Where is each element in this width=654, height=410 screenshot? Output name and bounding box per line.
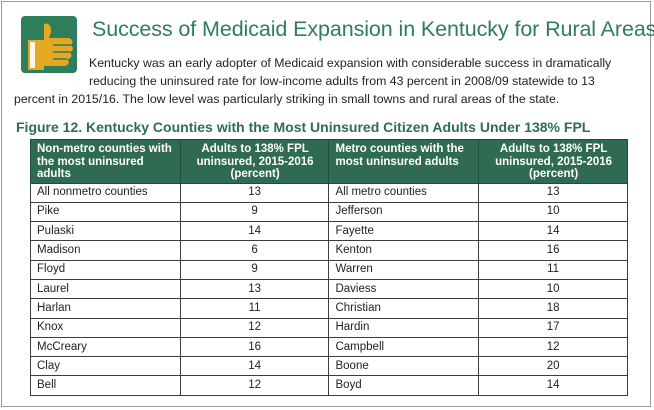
table-row: Bell 12 Boyd 14 bbox=[30, 375, 628, 396]
table-row: Pike 9 Jefferson 10 bbox=[30, 201, 628, 223]
metro-percent-cell: 10 bbox=[478, 201, 628, 223]
column-header-nonmetro-percent: Adults to 138% FPL uninsured, 2015-2016 … bbox=[179, 139, 330, 184]
nonmetro-county-cell: Bell bbox=[30, 375, 181, 396]
nonmetro-county-cell: Laurel bbox=[30, 278, 181, 300]
nonmetro-percent-cell: 11 bbox=[179, 298, 330, 319]
metro-percent-cell: 17 bbox=[478, 317, 628, 338]
metro-county-cell: Fayette bbox=[328, 221, 480, 242]
nonmetro-county-cell: Pulaski bbox=[30, 221, 181, 242]
column-header-metro: Metro counties with the most uninsured a… bbox=[328, 139, 480, 184]
column-header-metro-percent: Adults to 138% FPL uninsured, 2015-2016 … bbox=[478, 139, 628, 184]
table-row: Clay 14 Boone 20 bbox=[30, 356, 628, 377]
metro-county-cell: Campbell bbox=[328, 336, 480, 358]
metro-percent-cell: 10 bbox=[478, 278, 628, 300]
intro-paragraph: Kentucky was an early adopter of Medicai… bbox=[14, 54, 640, 108]
metro-county-cell: Jefferson bbox=[328, 201, 480, 223]
intro-line: percent in 2015/16. The low level was pa… bbox=[14, 92, 560, 106]
table-row: Harlan 11 Christian 18 bbox=[30, 298, 628, 319]
counties-table: Non-metro counties with the most uninsur… bbox=[30, 139, 628, 396]
metro-percent-cell: 14 bbox=[478, 375, 628, 396]
thumbs-up-icon bbox=[21, 16, 77, 73]
column-header-nonmetro: Non-metro counties with the most uninsur… bbox=[30, 139, 181, 184]
nonmetro-percent-cell: 9 bbox=[179, 201, 330, 223]
table-body: All nonmetro counties 13 All metro countie… bbox=[30, 182, 628, 396]
nonmetro-county-cell: All nonmetro counties bbox=[30, 182, 181, 203]
nonmetro-percent-cell: 14 bbox=[179, 356, 330, 377]
metro-percent-cell: 12 bbox=[478, 336, 628, 358]
nonmetro-county-cell: Knox bbox=[30, 317, 181, 338]
nonmetro-percent-cell: 6 bbox=[179, 240, 330, 261]
metro-percent-cell: 11 bbox=[478, 259, 628, 280]
nonmetro-county-cell: Clay bbox=[30, 356, 181, 377]
figure-caption: Figure 12. Kentucky Counties with the Mo… bbox=[16, 119, 591, 135]
metro-county-cell: All metro counties bbox=[328, 182, 480, 203]
metro-county-cell: Boyd bbox=[328, 375, 480, 396]
metro-percent-cell: 20 bbox=[478, 356, 628, 377]
page-title: Success of Medicaid Expansion in Kentuck… bbox=[92, 17, 654, 41]
metro-county-cell: Hardin bbox=[328, 317, 480, 338]
metro-county-cell: Boone bbox=[328, 356, 480, 377]
nonmetro-percent-cell: 14 bbox=[179, 221, 330, 242]
table-header-row: Non-metro counties with the most uninsur… bbox=[30, 139, 628, 184]
metro-county-cell: Warren bbox=[328, 259, 480, 280]
table-row: Madison 6 Kenton 16 bbox=[30, 240, 628, 261]
metro-percent-cell: 14 bbox=[478, 221, 628, 242]
metro-percent-cell: 13 bbox=[478, 182, 628, 203]
nonmetro-county-cell: Pike bbox=[30, 201, 181, 223]
table-row: McCreary 16 Campbell 12 bbox=[30, 336, 628, 358]
table-row: Knox 12 Hardin 17 bbox=[30, 317, 628, 338]
intro-line: reducing the uninsured rate for low-inco… bbox=[89, 74, 595, 88]
table-row: Floyd 9 Warren 11 bbox=[30, 259, 628, 280]
nonmetro-county-cell: Madison bbox=[30, 240, 181, 261]
nonmetro-percent-cell: 16 bbox=[179, 336, 330, 358]
metro-county-cell: Kenton bbox=[328, 240, 480, 261]
metro-county-cell: Christian bbox=[328, 298, 480, 319]
intro-line: Kentucky was an early adopter of Medicai… bbox=[89, 56, 612, 70]
nonmetro-county-cell: Harlan bbox=[30, 298, 181, 319]
metro-county-cell: Daviess bbox=[328, 278, 480, 300]
nonmetro-percent-cell: 13 bbox=[179, 182, 330, 203]
nonmetro-county-cell: Floyd bbox=[30, 259, 181, 280]
nonmetro-percent-cell: 12 bbox=[179, 375, 330, 396]
nonmetro-percent-cell: 13 bbox=[179, 278, 330, 300]
table-row: Pulaski 14 Fayette 14 bbox=[30, 221, 628, 242]
nonmetro-percent-cell: 9 bbox=[179, 259, 330, 280]
nonmetro-county-cell: McCreary bbox=[30, 336, 181, 358]
metro-percent-cell: 18 bbox=[478, 298, 628, 319]
metro-percent-cell: 16 bbox=[478, 240, 628, 261]
nonmetro-percent-cell: 12 bbox=[179, 317, 330, 338]
table-row: Laurel 13 Daviess 10 bbox=[30, 278, 628, 300]
table-row: All nonmetro counties 13 All metro countie… bbox=[30, 182, 628, 203]
